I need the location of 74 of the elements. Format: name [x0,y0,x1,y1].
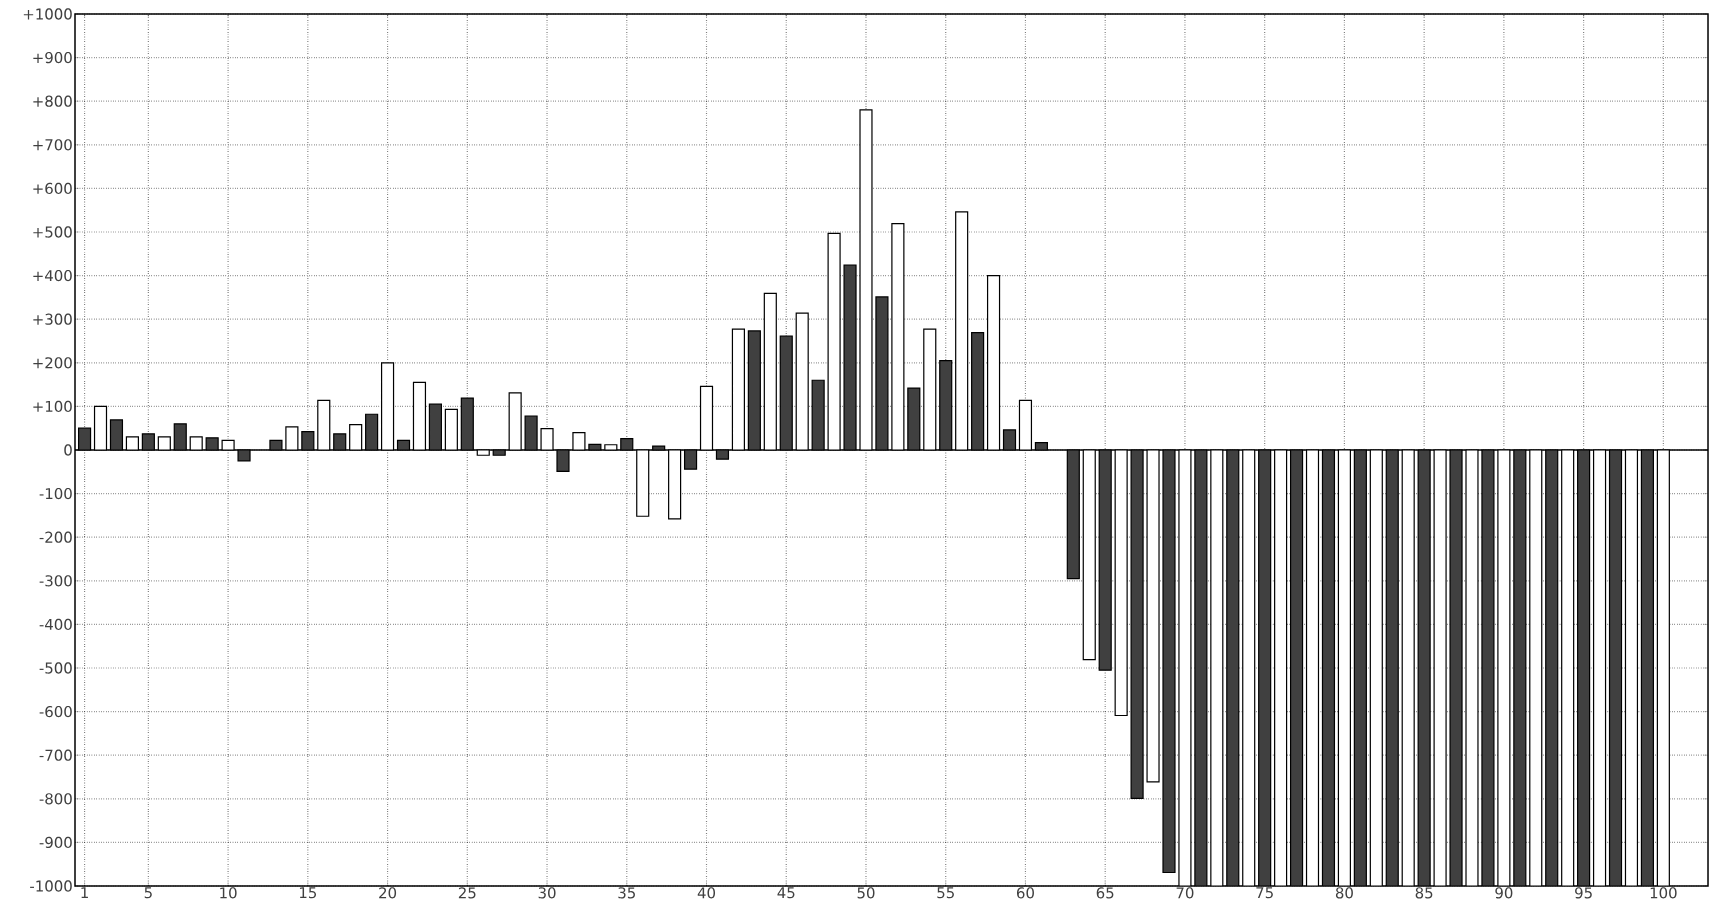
bar [1624,449,1639,886]
x-tick-label: 35 [618,887,635,899]
y-tick-label: -600 [39,705,72,718]
bar [1529,449,1543,886]
bar [1305,449,1320,886]
bar [1226,449,1240,886]
bar [380,362,395,451]
bar [1561,449,1575,886]
y-tick-label: -800 [39,793,72,805]
x-tick-label: 15 [299,887,317,899]
y-tick-label: +900 [33,51,72,64]
y-tick-label: 0 [64,444,72,456]
x-tick-label: 10 [220,887,237,899]
bar [1337,449,1351,886]
bar [1210,449,1224,886]
y-tick-label: +100 [33,400,72,413]
x-tick-label: 50 [857,887,875,899]
x-tick-label: 95 [1575,887,1592,899]
x-tick-label: 100 [1650,887,1677,899]
bar [779,335,793,451]
bar [1274,449,1288,886]
bar [1353,449,1367,886]
x-tick-label: 40 [697,887,716,899]
y-tick-label: +800 [33,95,72,107]
bar [1401,449,1415,886]
x-tick-label: 60 [1017,887,1034,899]
x-tick-label: 5 [144,887,152,899]
y-tick-label: +700 [33,139,72,151]
bar [1656,449,1670,886]
x-tick-label: 80 [1335,887,1353,899]
y-tick-label: -1000 [30,880,72,892]
x-tick-label: 30 [538,887,556,899]
bar [1592,449,1607,886]
x-tick-label: 70 [1176,887,1194,899]
bar [1098,449,1112,671]
y-tick-label: +300 [33,313,72,325]
y-tick-label: -700 [39,749,72,761]
y-tick-label: -400 [39,618,72,631]
bar [1577,449,1591,886]
y-tick-label: -900 [39,836,72,849]
bar [1385,449,1399,886]
bar [1545,449,1559,886]
y-tick-label: +200 [33,357,72,369]
x-tick-label: 20 [379,887,397,899]
bar [747,330,761,451]
bar [1242,449,1256,886]
bar [1289,449,1304,886]
bar [971,332,985,451]
bar [1066,449,1080,580]
x-tick-label: 1 [81,887,88,899]
y-tick-label: +400 [33,269,72,282]
y-tick-label: -100 [39,487,72,500]
bar [1608,449,1623,886]
y-tick-label: +1000 [23,8,72,20]
bar [1640,449,1654,886]
x-tick-label: 45 [777,887,795,899]
bar [699,385,714,451]
y-tick-label: -500 [39,662,72,674]
bar [939,360,953,451]
bar [1258,449,1272,886]
x-tick-label: 55 [937,887,954,899]
x-tick-label: 85 [1415,887,1433,899]
bar [1369,449,1383,886]
x-tick-label: 65 [1096,887,1114,899]
bar [1513,449,1527,886]
y-tick-label: -200 [39,531,72,543]
y-tick-label: -300 [39,575,72,587]
y-tick-label: +500 [33,226,72,238]
x-tick-label: 90 [1495,887,1513,899]
x-tick-label: 25 [458,887,476,899]
x-tick-label: 75 [1256,887,1273,899]
bar [1321,449,1336,886]
y-tick-label: +600 [33,182,72,195]
bar [986,274,1001,451]
